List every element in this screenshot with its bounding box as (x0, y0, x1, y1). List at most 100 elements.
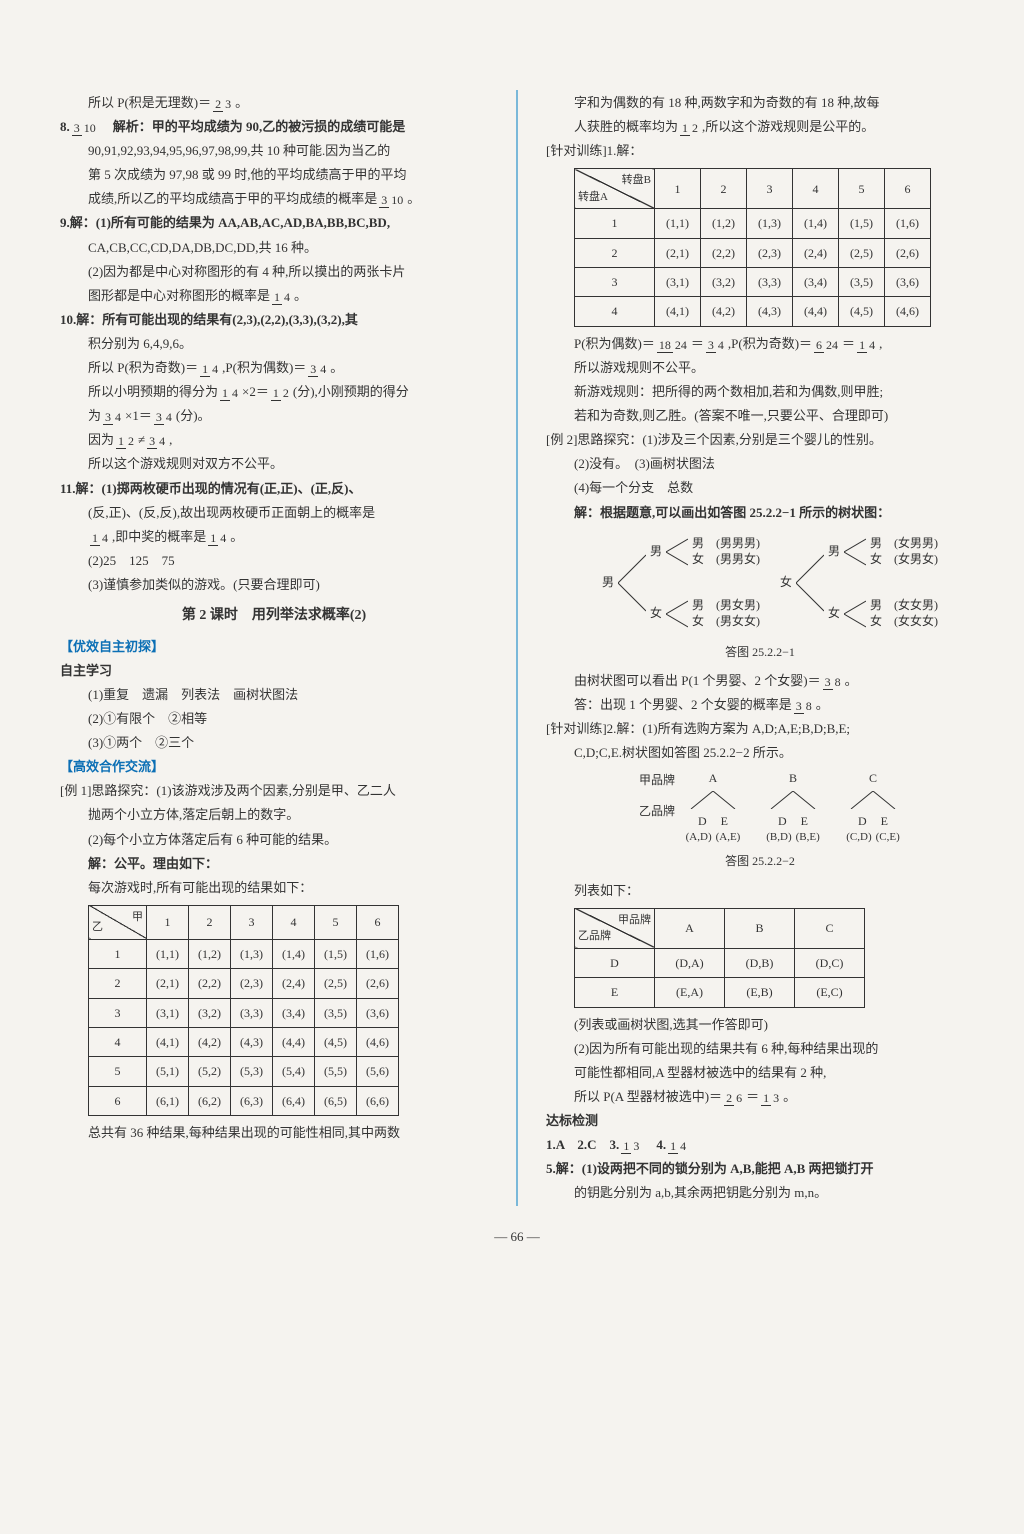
page-number: — 66 — (60, 1226, 974, 1248)
table-header: 2 (701, 169, 747, 209)
table-cell: (3,4) (273, 998, 315, 1027)
table-cell: (6,1) (147, 1086, 189, 1115)
table-cell: (5,4) (273, 1057, 315, 1086)
text: 11.解：(1)掷两枚硬币出现的情况有(正,正)、(正,反)、 (60, 478, 488, 500)
table-row-header: 5 (89, 1057, 147, 1086)
text: , (169, 432, 172, 447)
tree-node: D (778, 813, 787, 830)
table-cell: (3,5) (839, 268, 885, 297)
text: ,即中奖的概率是 (112, 529, 206, 544)
table-row-header: 4 (89, 1027, 147, 1056)
fraction: 38 (823, 675, 843, 689)
tree-leaf: (A,E) (716, 830, 741, 845)
table-cell: (4,5) (839, 297, 885, 326)
right-column: 字和为偶数的有 18 种,两数字和为奇数的有 18 种,故每 人获胜的概率均为1… (546, 90, 974, 1206)
text: 。 (816, 697, 829, 712)
table-header: 3 (747, 169, 793, 209)
tree-branch-icon (844, 596, 866, 632)
table-cell: (2,3) (747, 238, 793, 267)
table-cell: (D,B) (725, 948, 795, 977)
table-cell: (1,1) (655, 209, 701, 238)
fraction: 26 (724, 1091, 744, 1105)
tree-leaf: 女 (男男女) (692, 552, 760, 568)
text: 由树状图可以看出 P(1 个男婴、2 个女婴)＝ (574, 673, 821, 688)
text: 。 (235, 95, 248, 110)
table-product-selection: 乙品牌甲品牌ABCD(D,A)(D,B)(D,C)E(E,A)(E,B)(E,C… (574, 908, 865, 1008)
table-cell: (2,4) (273, 969, 315, 998)
text: (3)①两个 ②三个 (60, 732, 488, 754)
text: 答：出现 1 个男婴、2 个女婴的概率是 (574, 697, 792, 712)
tree-node: 女 (650, 605, 662, 622)
table-row-header: 6 (89, 1086, 147, 1115)
tree-diagram-2: 甲品牌乙品牌ADE(A,D)(A,E)BDE(B,D)(B,E)CDE(C,D)… (566, 770, 974, 845)
fraction: 14 (272, 290, 292, 304)
table-cell: (2,3) (231, 969, 273, 998)
text: 解析：甲的平均成绩为 90,乙的被污损的成绩可能是 (113, 119, 406, 134)
fraction: 1824 (657, 338, 689, 352)
tree-leaf: 女 (女男女) (870, 552, 938, 568)
tree-node: E (721, 813, 728, 830)
text: 5.解：(1)设两把不同的锁分别为 A,B,能把 A,B 两把锁打开 (546, 1158, 974, 1180)
text: (2)因为所有可能出现的结果共有 6 种,每种结果出现的 (546, 1038, 974, 1060)
table-row-header: 1 (575, 209, 655, 238)
tree-node: D (858, 813, 867, 830)
fraction: 14 (208, 531, 228, 545)
figure-label: 答图 25.2.2−1 (546, 642, 974, 662)
table-header: A (655, 908, 725, 948)
table-cell: (1,2) (701, 209, 747, 238)
fraction: 34 (147, 434, 167, 448)
table-cell: (D,C) (795, 948, 865, 977)
table-cell: (5,3) (231, 1057, 273, 1086)
text: C,D;C,E.树状图如答图 25.2.2−2 所示。 (546, 742, 974, 764)
table-header: 5 (839, 169, 885, 209)
tree-row-label: 甲品牌 (639, 772, 675, 789)
table-cell: (E,B) (725, 978, 795, 1007)
text: ,P(积为奇数)＝ (728, 336, 812, 351)
tree-leaf: (C,D) (846, 830, 871, 845)
text: , (879, 336, 882, 351)
table-cell: (2,5) (315, 969, 357, 998)
q8-label: 8. (60, 119, 70, 134)
table-cell: (1,6) (357, 939, 399, 968)
table-header: 2 (189, 905, 231, 939)
tree-node: C (869, 771, 877, 785)
table-row-header: 3 (89, 998, 147, 1027)
table-header: C (795, 908, 865, 948)
table-cell: (3,6) (885, 268, 931, 297)
table-spinner-outcomes: 转盘A转盘B1234561(1,1)(1,2)(1,3)(1,4)(1,5)(1… (574, 168, 931, 327)
left-column: 所以 P(积是无理数)＝23。 8.310 解析：甲的平均成绩为 90,乙的被污… (60, 90, 488, 1206)
table-cell: (3,3) (231, 998, 273, 1027)
fraction: 12 (680, 121, 700, 135)
table-cell: (4,5) (315, 1027, 357, 1056)
fraction: 12 (271, 386, 291, 400)
text: 抛两个小立方体,落定后朝上的数字。 (60, 804, 488, 826)
tree-branch-icon (666, 596, 688, 632)
table-cell: (1,3) (747, 209, 793, 238)
table-cell: (1,3) (231, 939, 273, 968)
fraction: 34 (103, 410, 123, 424)
column-divider (516, 90, 518, 1206)
fraction: 14 (90, 531, 110, 545)
fraction: 14 (857, 338, 877, 352)
tree-leaf: (B,E) (796, 830, 820, 845)
table-cell: (1,6) (885, 209, 931, 238)
text: 可能性都相同,A 型器材被选中的结果有 2 种, (546, 1062, 974, 1084)
tree-leaf: (A,D) (686, 830, 712, 845)
table-cell: (4,1) (655, 297, 701, 326)
tree-branch-icon (685, 791, 741, 809)
text: 成绩,所以乙的平均成绩高于甲的平均成绩的概率是 (88, 191, 377, 206)
table-cell: (1,1) (147, 939, 189, 968)
text: (2)①有限个 ②相等 (60, 708, 488, 730)
table-cell: (3,6) (357, 998, 399, 1027)
fraction: 13 (761, 1091, 781, 1105)
text: ＝ (842, 336, 855, 351)
blue-heading: 【优效自主初探】 (60, 636, 488, 658)
text: (反,正)、(反,反),故出现两枚硬币正面朝上的概率是 (60, 502, 488, 524)
tree-node: 男 (602, 574, 614, 591)
text: 解：根据题意,可以画出如答图 25.2.2−1 所示的树状图： (546, 502, 974, 524)
table-cell: (E,C) (795, 978, 865, 1007)
text: (2)没有。 (3)画树状图法 (546, 453, 974, 475)
text: 自主学习 (60, 660, 488, 682)
text: 所以游戏规则不公平。 (546, 357, 974, 379)
text: CA,CB,CC,CD,DA,DB,DC,DD,共 16 种。 (60, 237, 488, 259)
